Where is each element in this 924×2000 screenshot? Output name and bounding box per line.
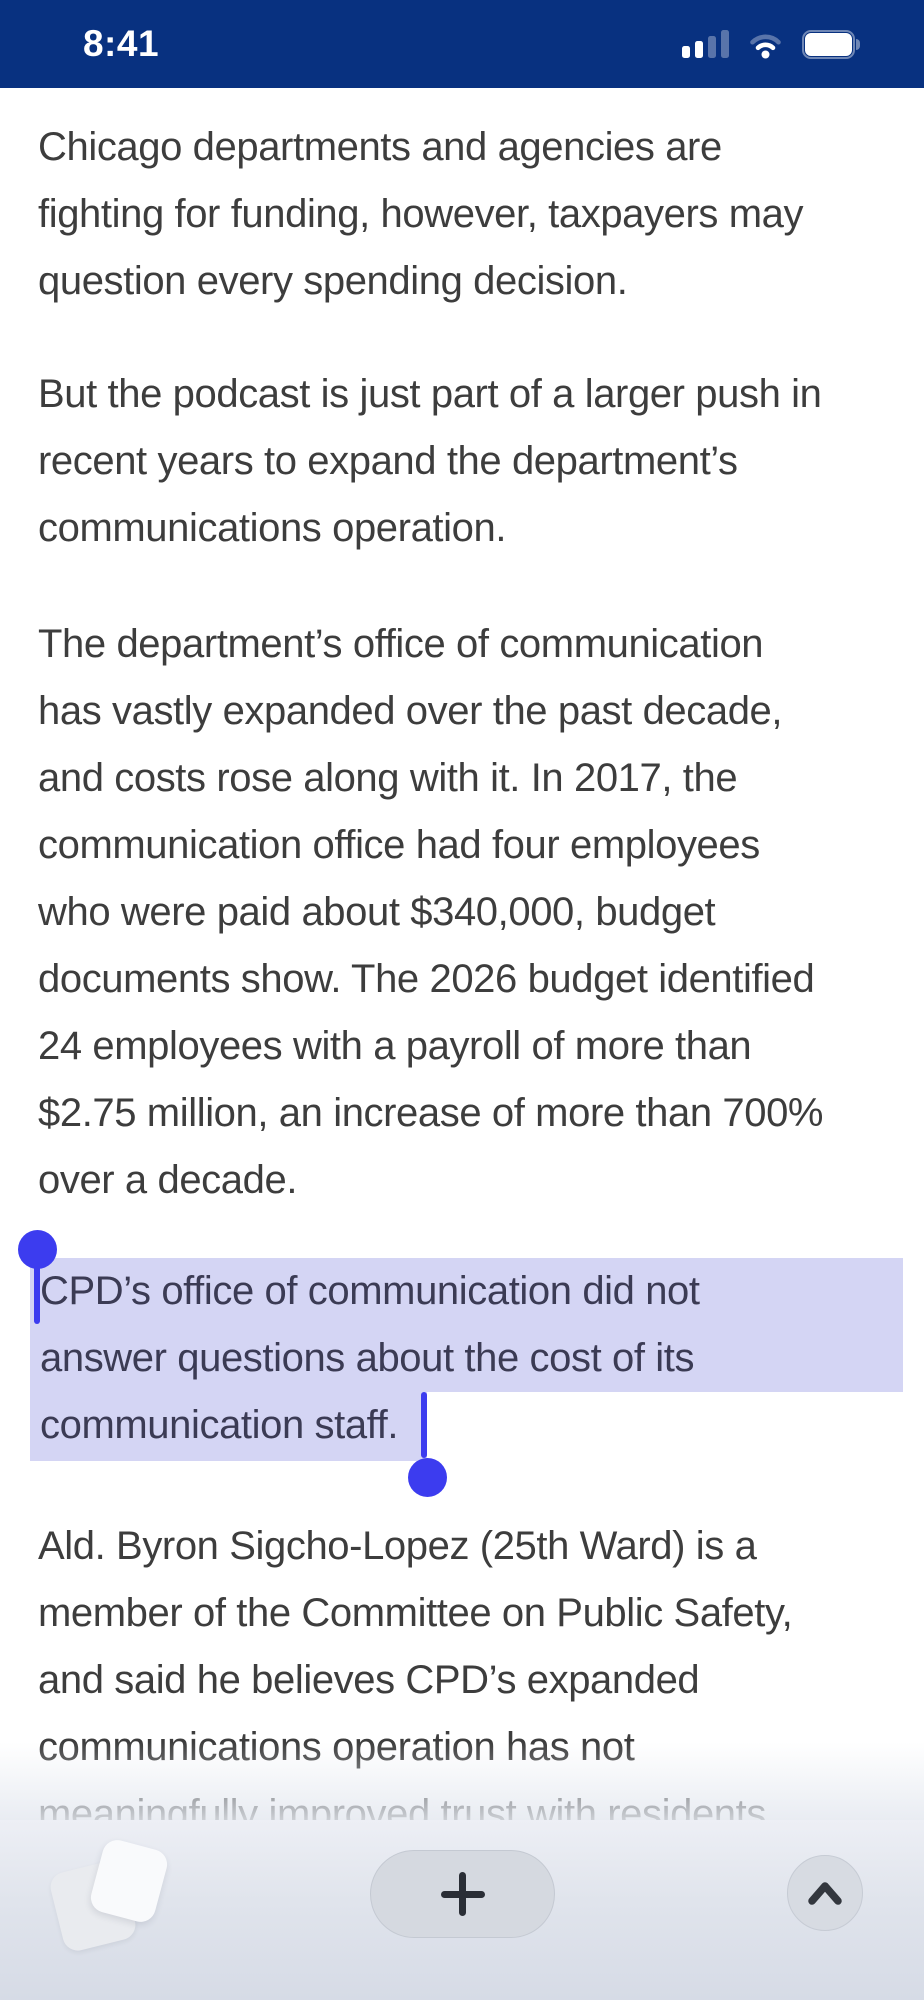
selection-highlight[interactable]: CPD’s office of communication did not	[30, 1258, 903, 1325]
text-line: member of the Committee on Public Safety…	[38, 1591, 793, 1635]
text-line: who were paid about $340,000, budget	[38, 890, 716, 934]
bottom-toolbar	[0, 1820, 924, 2000]
selection-end-handle[interactable]	[408, 1458, 447, 1497]
cellular-signal-icon	[681, 30, 729, 58]
text-line: recent years to expand the department’s	[38, 439, 738, 483]
expand-toolbar-button[interactable]	[787, 1855, 863, 1931]
text-line: has vastly expanded over the past decade…	[38, 689, 783, 733]
text-line: But the podcast is just part of a larger…	[38, 372, 822, 416]
status-icons	[681, 0, 860, 88]
plus-icon	[459, 1872, 466, 1916]
status-bar: 8:41	[0, 0, 924, 88]
text-line: Ald. Byron Sigcho-Lopez (25th Ward) is a	[38, 1524, 757, 1568]
text-line: and costs rose along with it. In 2017, t…	[38, 756, 738, 800]
tab-switcher-button[interactable]	[46, 1834, 176, 1954]
text-line: communications operation.	[38, 506, 507, 550]
clock-label: 8:41	[82, 23, 160, 64]
text-line: 24 employees with a payroll of more than	[38, 1024, 752, 1068]
text-line: and said he believes CPD’s expanded	[38, 1658, 700, 1702]
selection-highlight[interactable]: answer questions about the cost of its	[30, 1325, 903, 1392]
text-line: communication office had four employees	[38, 823, 760, 867]
text-line: question every spending decision.	[38, 259, 628, 303]
text-line: over a decade.	[38, 1158, 298, 1202]
wifi-icon	[750, 34, 781, 59]
paragraph: But the podcast is just part of a larger…	[0, 361, 924, 562]
selection-start-caret[interactable]	[34, 1252, 40, 1324]
text-line: fighting for funding, however, taxpayers…	[38, 192, 804, 236]
selection-highlight[interactable]: communication staff.	[30, 1392, 427, 1461]
selection-end-caret[interactable]	[421, 1392, 427, 1458]
paragraph: Chicago departments and agencies are fig…	[0, 114, 924, 315]
text-line: documents show. The 2026 budget identifi…	[38, 957, 815, 1001]
content-fade	[0, 1742, 924, 1820]
text-line: Chicago departments and agencies are	[38, 125, 722, 169]
battery-icon	[802, 29, 860, 59]
text-line: $2.75 million, an increase of more than …	[38, 1091, 824, 1135]
paragraph: The department’s office of communication…	[0, 611, 924, 1214]
new-tab-button[interactable]	[370, 1850, 555, 1938]
chevron-up-icon	[808, 1882, 842, 1905]
text-line: The department’s office of communication	[38, 622, 764, 666]
